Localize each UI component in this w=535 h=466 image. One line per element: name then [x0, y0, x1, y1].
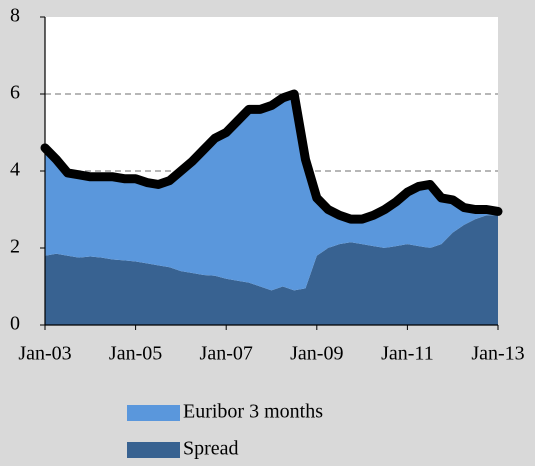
legend-label: Euribor 3 months [183, 401, 323, 423]
x-tick-label: Jan-05 [109, 343, 162, 365]
y-tick-label: 6 [10, 82, 20, 104]
x-tick-label: Jan-11 [381, 343, 434, 365]
y-tick-label: 0 [10, 313, 20, 335]
line [40, 89, 503, 224]
y-tick-label: 2 [10, 236, 20, 258]
area [45, 94, 498, 291]
y-tick-label: 8 [10, 5, 20, 27]
x-tick-label: Jan-13 [471, 343, 524, 365]
x-tick-label: Jan-09 [290, 343, 343, 365]
x-tick-label: Jan-07 [200, 343, 253, 365]
legend-swatch [127, 405, 180, 421]
x-tick-label: Jan-03 [18, 343, 71, 365]
y-tick-label: 4 [10, 159, 20, 181]
legend-swatch [127, 442, 180, 458]
legend-label: Spread [183, 438, 239, 460]
area [45, 215, 498, 325]
